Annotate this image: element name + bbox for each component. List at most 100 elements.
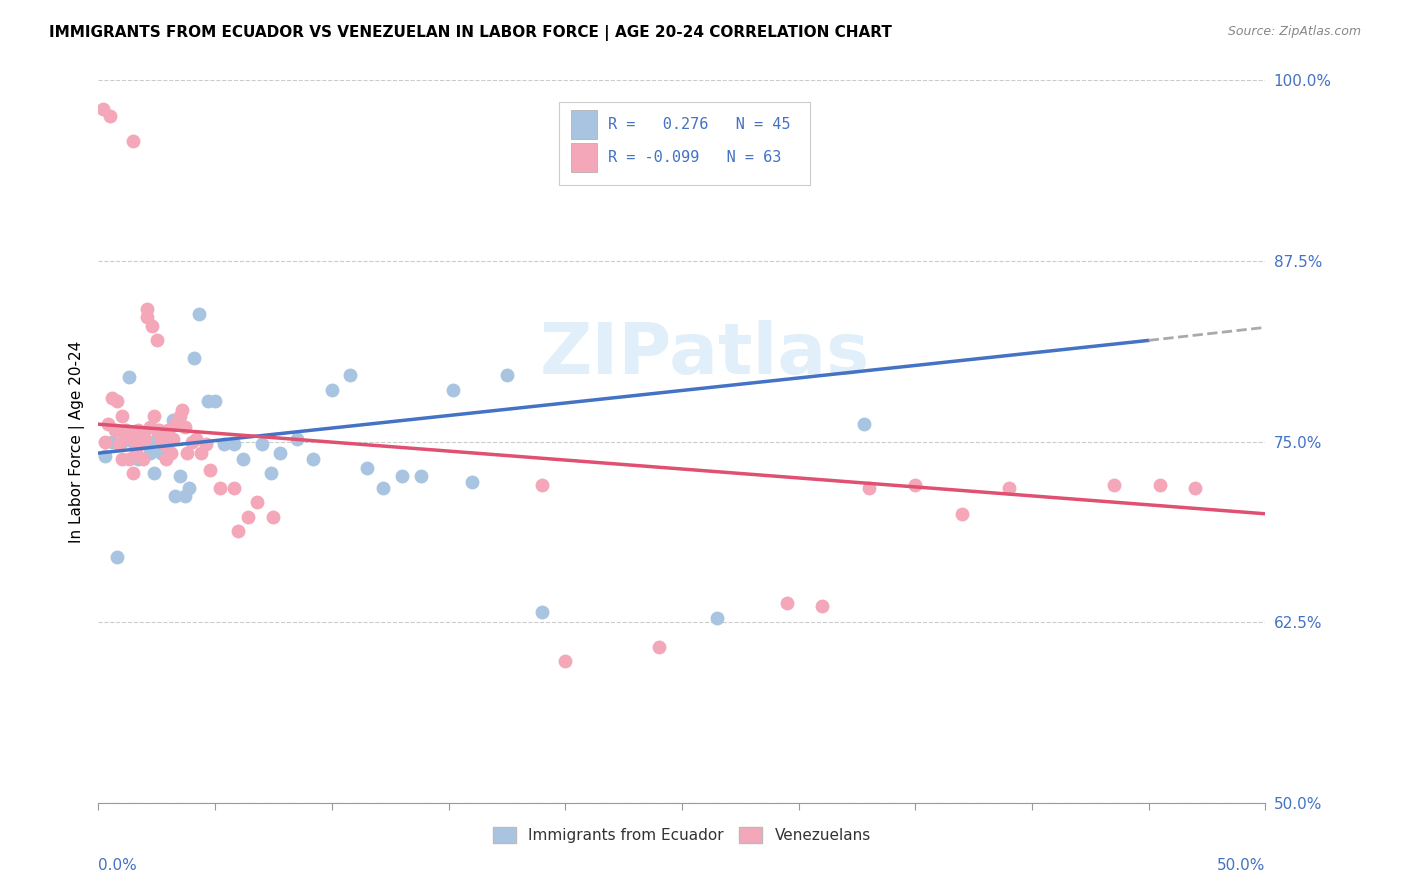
Point bbox=[204, 394, 226, 409]
Point bbox=[391, 469, 413, 483]
Point bbox=[94, 449, 117, 463]
Point bbox=[129, 437, 152, 451]
Point bbox=[179, 481, 201, 495]
Point bbox=[260, 467, 283, 481]
Point bbox=[146, 423, 169, 437]
Point bbox=[134, 432, 156, 446]
Point bbox=[162, 432, 184, 446]
Point bbox=[409, 469, 432, 483]
Point bbox=[236, 509, 259, 524]
Point bbox=[187, 307, 209, 321]
Point bbox=[98, 109, 121, 123]
Point bbox=[146, 432, 169, 446]
Point bbox=[232, 451, 254, 466]
Legend: Immigrants from Ecuador, Venezuelans: Immigrants from Ecuador, Venezuelans bbox=[486, 822, 877, 849]
Point bbox=[111, 409, 134, 423]
Point bbox=[148, 423, 170, 437]
Point bbox=[143, 409, 166, 423]
Bar bbox=[571, 110, 596, 139]
Bar bbox=[571, 143, 596, 172]
Text: 50.0%: 50.0% bbox=[1218, 858, 1265, 872]
Point bbox=[127, 451, 149, 466]
Point bbox=[285, 432, 308, 446]
Point bbox=[190, 446, 212, 460]
Point bbox=[197, 394, 219, 409]
Point bbox=[157, 423, 180, 437]
Point bbox=[173, 420, 195, 434]
Point bbox=[321, 383, 343, 397]
Y-axis label: In Labor Force | Age 20-24: In Labor Force | Age 20-24 bbox=[69, 341, 84, 542]
Point bbox=[125, 446, 148, 460]
Point bbox=[214, 437, 236, 451]
Point bbox=[143, 467, 166, 481]
Point bbox=[246, 495, 269, 509]
Point bbox=[155, 451, 177, 466]
Point bbox=[122, 467, 145, 481]
Point bbox=[706, 611, 728, 625]
Text: ZIPatlas: ZIPatlas bbox=[540, 320, 870, 389]
Point bbox=[180, 434, 202, 449]
Point bbox=[858, 481, 880, 495]
Point bbox=[194, 437, 217, 451]
Text: IMMIGRANTS FROM ECUADOR VS VENEZUELAN IN LABOR FORCE | AGE 20-24 CORRELATION CHA: IMMIGRANTS FROM ECUADOR VS VENEZUELAN IN… bbox=[49, 25, 891, 41]
Point bbox=[132, 451, 155, 466]
Point bbox=[104, 423, 127, 437]
Point bbox=[150, 446, 173, 460]
Point bbox=[554, 654, 576, 668]
Point bbox=[120, 432, 142, 446]
Point bbox=[269, 446, 291, 460]
Point bbox=[105, 394, 128, 409]
Point bbox=[94, 434, 117, 449]
Point bbox=[200, 463, 222, 477]
Point bbox=[530, 478, 553, 492]
Point bbox=[111, 451, 134, 466]
Point bbox=[172, 402, 194, 417]
Point bbox=[136, 310, 159, 325]
Point bbox=[112, 432, 135, 446]
FancyBboxPatch shape bbox=[560, 102, 810, 185]
Point bbox=[183, 351, 205, 365]
Point bbox=[950, 507, 973, 521]
Point bbox=[165, 490, 187, 504]
Point bbox=[904, 478, 927, 492]
Point bbox=[122, 134, 145, 148]
Point bbox=[101, 391, 124, 405]
Point bbox=[1102, 478, 1125, 492]
Text: R =   0.276   N = 45: R = 0.276 N = 45 bbox=[609, 117, 792, 132]
Point bbox=[222, 437, 245, 451]
Point bbox=[118, 451, 141, 466]
Text: Source: ZipAtlas.com: Source: ZipAtlas.com bbox=[1227, 25, 1361, 38]
Point bbox=[150, 432, 173, 446]
Point bbox=[496, 368, 519, 382]
Point bbox=[165, 417, 187, 432]
Point bbox=[136, 301, 159, 316]
Point bbox=[441, 383, 464, 397]
Point bbox=[157, 425, 180, 439]
Point bbox=[811, 599, 834, 614]
Point bbox=[302, 451, 325, 466]
Point bbox=[1184, 481, 1206, 495]
Point bbox=[461, 475, 484, 489]
Point bbox=[208, 481, 231, 495]
Point bbox=[530, 605, 553, 619]
Point bbox=[139, 420, 162, 434]
Point bbox=[173, 490, 195, 504]
Point bbox=[339, 368, 361, 382]
Point bbox=[222, 481, 245, 495]
Point bbox=[169, 469, 191, 483]
Point bbox=[176, 446, 198, 460]
Point bbox=[373, 481, 395, 495]
Point bbox=[139, 446, 162, 460]
Point bbox=[228, 524, 250, 538]
Point bbox=[97, 417, 120, 432]
Text: R = -0.099   N = 63: R = -0.099 N = 63 bbox=[609, 150, 782, 165]
Point bbox=[152, 437, 174, 451]
Point bbox=[118, 369, 141, 384]
Point bbox=[997, 481, 1019, 495]
Point bbox=[146, 334, 169, 348]
Point bbox=[115, 423, 138, 437]
Point bbox=[852, 417, 875, 432]
Point bbox=[1149, 478, 1171, 492]
Text: 0.0%: 0.0% bbox=[98, 858, 138, 872]
Point bbox=[105, 550, 128, 565]
